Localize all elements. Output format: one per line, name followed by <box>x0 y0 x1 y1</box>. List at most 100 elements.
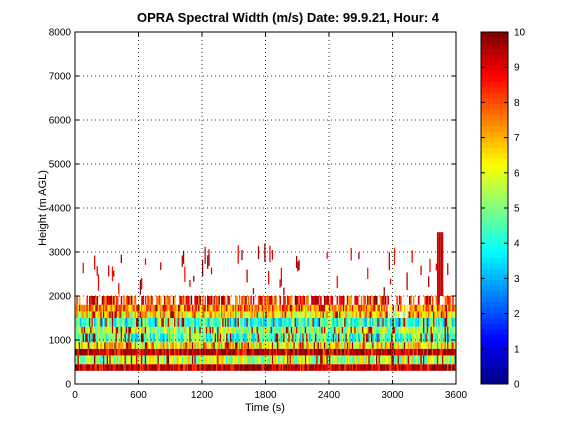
heatmap-cell <box>321 326 323 334</box>
heatmap-cell <box>243 311 246 318</box>
heatmap-cell <box>162 364 165 371</box>
heatmap-cell <box>116 304 119 312</box>
colorbar-segment <box>481 120 508 126</box>
heatmap-cell <box>377 304 379 312</box>
heatmap-cell <box>386 304 388 312</box>
heatmap-cell <box>287 318 289 327</box>
heatmap-cell <box>422 304 425 312</box>
heatmap-cell <box>121 326 124 334</box>
heatmap-cell <box>158 318 161 327</box>
heatmap-cell <box>278 348 280 356</box>
heatmap-cell <box>143 326 146 334</box>
heatmap-cell <box>155 333 157 343</box>
heatmap-cell <box>182 296 185 305</box>
heatmap-cell <box>138 348 141 356</box>
heatmap-cell <box>265 348 268 356</box>
heatmap-cell <box>412 311 415 318</box>
heatmap-cell <box>359 364 362 371</box>
heatmap-cell <box>195 355 198 365</box>
heatmap-cell <box>353 311 355 318</box>
heatmap-cell <box>283 326 285 334</box>
heatmap-cell <box>422 355 425 365</box>
heatmap-cell <box>326 311 329 318</box>
heatmap-cell <box>172 348 175 356</box>
heatmap-cell <box>398 348 401 356</box>
heatmap-cell <box>439 364 442 371</box>
heatmap-cell <box>292 348 294 356</box>
colorbar-segment <box>481 81 508 88</box>
heatmap-cell <box>294 355 297 365</box>
heatmap-cell <box>152 318 155 327</box>
heatmap-cell <box>453 342 456 349</box>
heatmap-cell <box>336 355 339 365</box>
heatmap-cell <box>176 355 179 365</box>
heatmap-cell <box>303 296 306 305</box>
heatmap-cell <box>416 318 419 327</box>
heatmap-cell <box>198 318 200 327</box>
heatmap-cell <box>377 333 379 343</box>
heatmap-cell <box>397 348 400 356</box>
heatmap-cell <box>191 355 194 365</box>
heatmap-cell <box>128 355 130 365</box>
heatmap-cell <box>77 311 80 318</box>
heatmap-cell <box>322 355 325 365</box>
heatmap-cell <box>233 348 236 356</box>
heatmap-cell <box>75 326 77 334</box>
heatmap-cell <box>321 348 323 356</box>
heatmap-cell <box>445 304 448 312</box>
heatmap-cell <box>280 326 283 334</box>
heatmap-cell <box>208 318 210 327</box>
heatmap-cell <box>116 364 119 371</box>
heatmap-cell <box>186 318 189 327</box>
heatmap-cell <box>141 326 143 334</box>
heatmap-cell <box>167 364 170 371</box>
heatmap-cell <box>297 348 299 356</box>
heatmap-cell <box>391 364 393 371</box>
heatmap-cell <box>271 364 274 371</box>
heatmap-cell <box>370 355 373 365</box>
heatmap-cell <box>355 296 358 305</box>
heatmap-cell <box>221 326 223 334</box>
heatmap-cell <box>349 326 351 334</box>
heatmap-cell <box>247 364 250 371</box>
heatmap-cell <box>316 296 318 305</box>
heatmap-cell <box>245 342 247 349</box>
heatmap-cell <box>395 364 397 371</box>
heatmap-cell <box>172 342 175 349</box>
heatmap-cell <box>172 333 175 343</box>
heatmap-cell <box>245 348 247 356</box>
heatmap-cell <box>90 326 92 334</box>
heatmap-cell <box>243 304 246 312</box>
heatmap-cell <box>450 318 453 327</box>
heatmap-cell <box>163 311 166 318</box>
heatmap-cell <box>195 304 198 312</box>
heatmap-cell <box>189 355 191 365</box>
heatmap-cell <box>301 296 303 305</box>
heatmap-cell <box>88 333 91 343</box>
heatmap-cell <box>447 318 449 327</box>
heatmap-cell <box>298 326 301 334</box>
heatmap-cell <box>172 326 175 334</box>
heatmap-cell <box>369 364 372 371</box>
heatmap-cell <box>229 355 232 365</box>
heatmap-cell <box>204 333 207 343</box>
heatmap-cell <box>289 364 292 371</box>
heatmap-cell <box>278 304 280 312</box>
heatmap-cell <box>191 333 194 343</box>
heatmap-cell <box>450 304 453 312</box>
heatmap-cell <box>450 342 453 349</box>
heatmap-cell <box>416 326 419 334</box>
heatmap-cell <box>318 311 321 318</box>
heatmap-cell <box>102 326 105 334</box>
heatmap-cell <box>400 364 402 371</box>
heatmap-cell <box>245 364 247 371</box>
heatmap-cell <box>290 304 293 312</box>
colorbar-segment <box>481 290 508 297</box>
heatmap-cell <box>157 342 160 349</box>
heatmap-cell <box>176 342 179 349</box>
heatmap-cell <box>395 318 397 327</box>
heatmap-cell <box>83 326 86 334</box>
heatmap-cell <box>259 304 261 312</box>
heatmap-cell <box>94 304 96 312</box>
